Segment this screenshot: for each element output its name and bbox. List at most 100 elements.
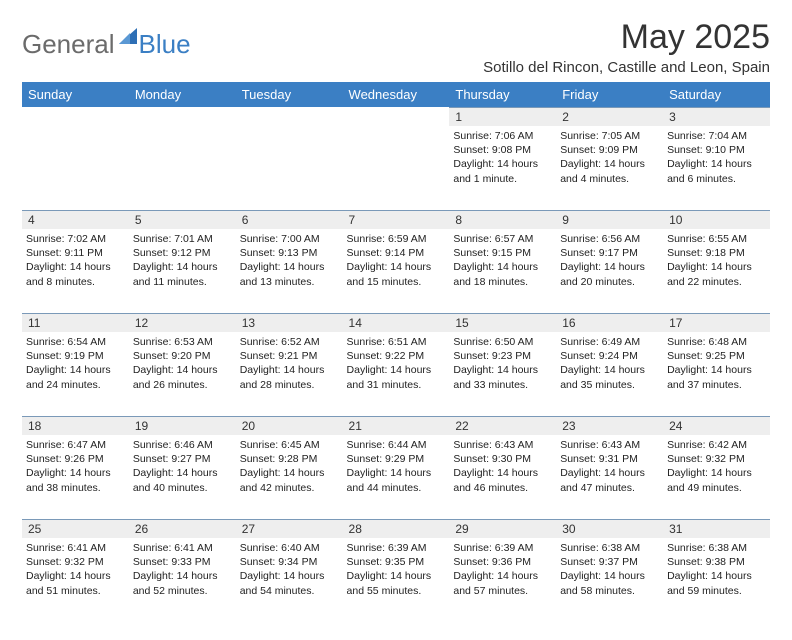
day-details: Sunrise: 6:48 AMSunset: 9:25 PMDaylight:… — [663, 332, 770, 416]
sunset-line: Sunset: 9:21 PM — [240, 349, 339, 363]
sail-icon — [117, 26, 139, 53]
sunset-line: Sunset: 9:20 PM — [133, 349, 232, 363]
day-number: 24 — [663, 416, 770, 435]
sunset-line: Sunset: 9:08 PM — [453, 143, 552, 157]
daylight-line: Daylight: 14 hours and 42 minutes. — [240, 466, 339, 494]
day-details: Sunrise: 6:41 AMSunset: 9:32 PMDaylight:… — [22, 538, 129, 622]
day-details: Sunrise: 6:43 AMSunset: 9:31 PMDaylight:… — [556, 435, 663, 519]
day-details: Sunrise: 7:05 AMSunset: 9:09 PMDaylight:… — [556, 126, 663, 210]
day-details: Sunrise: 6:38 AMSunset: 9:37 PMDaylight:… — [556, 538, 663, 622]
sunset-line: Sunset: 9:29 PM — [347, 452, 446, 466]
week-info-row: Sunrise: 7:02 AMSunset: 9:11 PMDaylight:… — [22, 229, 770, 313]
daylight-line: Daylight: 14 hours and 4 minutes. — [560, 157, 659, 185]
day-num-cell: 7 — [343, 210, 450, 229]
day-details: Sunrise: 6:45 AMSunset: 9:28 PMDaylight:… — [236, 435, 343, 519]
daylight-line: Daylight: 14 hours and 15 minutes. — [347, 260, 446, 288]
day-details: Sunrise: 6:50 AMSunset: 9:23 PMDaylight:… — [449, 332, 556, 416]
page-header: General Blue May 2025 Sotillo del Rincon… — [22, 18, 770, 76]
weekday-thursday: Thursday — [449, 82, 556, 107]
day-details: Sunrise: 6:51 AMSunset: 9:22 PMDaylight:… — [343, 332, 450, 416]
day-num-cell: 16 — [556, 313, 663, 332]
day-number: 22 — [449, 416, 556, 435]
day-info-cell: Sunrise: 6:46 AMSunset: 9:27 PMDaylight:… — [129, 435, 236, 519]
day-info-cell: Sunrise: 6:47 AMSunset: 9:26 PMDaylight:… — [22, 435, 129, 519]
sunset-line: Sunset: 9:24 PM — [560, 349, 659, 363]
day-num-cell: 26 — [129, 519, 236, 538]
day-details: Sunrise: 6:52 AMSunset: 9:21 PMDaylight:… — [236, 332, 343, 416]
sunrise-line: Sunrise: 6:52 AM — [240, 335, 339, 349]
day-num-cell: 23 — [556, 416, 663, 435]
day-number: 12 — [129, 313, 236, 332]
day-num-cell: 22 — [449, 416, 556, 435]
day-num-cell: 31 — [663, 519, 770, 538]
calendar-page: General Blue May 2025 Sotillo del Rincon… — [0, 0, 792, 640]
day-info-cell: Sunrise: 6:39 AMSunset: 9:35 PMDaylight:… — [343, 538, 450, 622]
day-info-cell: Sunrise: 6:54 AMSunset: 9:19 PMDaylight:… — [22, 332, 129, 416]
sunrise-line: Sunrise: 7:05 AM — [560, 129, 659, 143]
day-number: 30 — [556, 519, 663, 538]
day-num-cell: 13 — [236, 313, 343, 332]
weekday-friday: Friday — [556, 82, 663, 107]
daylight-line: Daylight: 14 hours and 49 minutes. — [667, 466, 766, 494]
sunset-line: Sunset: 9:35 PM — [347, 555, 446, 569]
empty-day — [129, 107, 236, 125]
weekday-tuesday: Tuesday — [236, 82, 343, 107]
daylight-line: Daylight: 14 hours and 22 minutes. — [667, 260, 766, 288]
day-num-cell: 12 — [129, 313, 236, 332]
daylight-line: Daylight: 14 hours and 18 minutes. — [453, 260, 552, 288]
sunset-line: Sunset: 9:32 PM — [26, 555, 125, 569]
day-num-cell: 27 — [236, 519, 343, 538]
sunrise-line: Sunrise: 6:55 AM — [667, 232, 766, 246]
daylight-line: Daylight: 14 hours and 24 minutes. — [26, 363, 125, 391]
day-info-cell: Sunrise: 6:42 AMSunset: 9:32 PMDaylight:… — [663, 435, 770, 519]
sunset-line: Sunset: 9:28 PM — [240, 452, 339, 466]
day-number: 7 — [343, 210, 450, 229]
brand-part1: General — [22, 29, 115, 60]
sunrise-line: Sunrise: 6:56 AM — [560, 232, 659, 246]
day-number: 25 — [22, 519, 129, 538]
weekday-wednesday: Wednesday — [343, 82, 450, 107]
sunrise-line: Sunrise: 6:51 AM — [347, 335, 446, 349]
sunrise-line: Sunrise: 7:01 AM — [133, 232, 232, 246]
day-info-cell: Sunrise: 7:02 AMSunset: 9:11 PMDaylight:… — [22, 229, 129, 313]
day-info-cell: Sunrise: 6:40 AMSunset: 9:34 PMDaylight:… — [236, 538, 343, 622]
day-number: 26 — [129, 519, 236, 538]
day-info-cell: Sunrise: 6:43 AMSunset: 9:30 PMDaylight:… — [449, 435, 556, 519]
day-num-cell: 6 — [236, 210, 343, 229]
sunrise-line: Sunrise: 6:43 AM — [560, 438, 659, 452]
day-details: Sunrise: 7:00 AMSunset: 9:13 PMDaylight:… — [236, 229, 343, 313]
sunrise-line: Sunrise: 7:06 AM — [453, 129, 552, 143]
daylight-line: Daylight: 14 hours and 28 minutes. — [240, 363, 339, 391]
day-num-cell: 19 — [129, 416, 236, 435]
sunrise-line: Sunrise: 6:42 AM — [667, 438, 766, 452]
day-num-cell: 5 — [129, 210, 236, 229]
day-number: 10 — [663, 210, 770, 229]
daylight-line: Daylight: 14 hours and 33 minutes. — [453, 363, 552, 391]
daylight-line: Daylight: 14 hours and 57 minutes. — [453, 569, 552, 597]
day-number: 13 — [236, 313, 343, 332]
week-info-row: Sunrise: 6:54 AMSunset: 9:19 PMDaylight:… — [22, 332, 770, 416]
day-num-cell: 29 — [449, 519, 556, 538]
day-info-cell: Sunrise: 6:49 AMSunset: 9:24 PMDaylight:… — [556, 332, 663, 416]
day-details: Sunrise: 6:49 AMSunset: 9:24 PMDaylight:… — [556, 332, 663, 416]
sunrise-line: Sunrise: 6:44 AM — [347, 438, 446, 452]
sunset-line: Sunset: 9:23 PM — [453, 349, 552, 363]
day-number: 5 — [129, 210, 236, 229]
day-details: Sunrise: 6:39 AMSunset: 9:35 PMDaylight:… — [343, 538, 450, 622]
day-number: 2 — [556, 107, 663, 126]
daylight-line: Daylight: 14 hours and 26 minutes. — [133, 363, 232, 391]
daylight-line: Daylight: 14 hours and 59 minutes. — [667, 569, 766, 597]
day-num-cell: 30 — [556, 519, 663, 538]
day-num-cell — [22, 107, 129, 126]
day-details: Sunrise: 6:44 AMSunset: 9:29 PMDaylight:… — [343, 435, 450, 519]
daylight-line: Daylight: 14 hours and 38 minutes. — [26, 466, 125, 494]
sunrise-line: Sunrise: 6:57 AM — [453, 232, 552, 246]
daylight-line: Daylight: 14 hours and 8 minutes. — [26, 260, 125, 288]
day-num-cell: 11 — [22, 313, 129, 332]
day-details — [343, 126, 450, 210]
sunset-line: Sunset: 9:37 PM — [560, 555, 659, 569]
day-num-cell — [343, 107, 450, 126]
day-number: 28 — [343, 519, 450, 538]
page-title: May 2025 — [483, 18, 770, 57]
day-details: Sunrise: 7:01 AMSunset: 9:12 PMDaylight:… — [129, 229, 236, 313]
